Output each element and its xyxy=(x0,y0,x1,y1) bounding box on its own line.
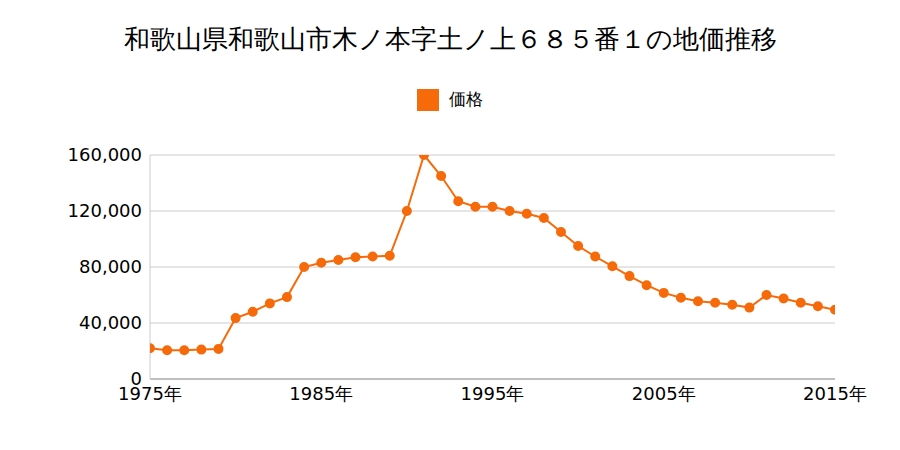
svg-text:2015年: 2015年 xyxy=(803,383,867,404)
svg-text:1985年: 1985年 xyxy=(289,383,353,404)
svg-text:80,000: 80,000 xyxy=(79,256,142,277)
svg-text:2005年: 2005年 xyxy=(632,383,696,404)
html-text:価格: 価格 xyxy=(449,89,483,109)
html-text:和歌山県和歌山市木ノ本字土ノ上６８５番１の地価推移: 和歌山県和歌山市木ノ本字土ノ上６８５番１の地価推移 xyxy=(123,24,777,54)
svg-text:120,000: 120,000 xyxy=(68,200,142,221)
svg-text:160,000: 160,000 xyxy=(68,144,142,165)
svg-text:1995年: 1995年 xyxy=(461,383,525,404)
svg-text:40,000: 40,000 xyxy=(79,312,142,333)
svg-text:0: 0 xyxy=(131,368,142,389)
svg-text:1975年: 1975年 xyxy=(118,383,182,404)
